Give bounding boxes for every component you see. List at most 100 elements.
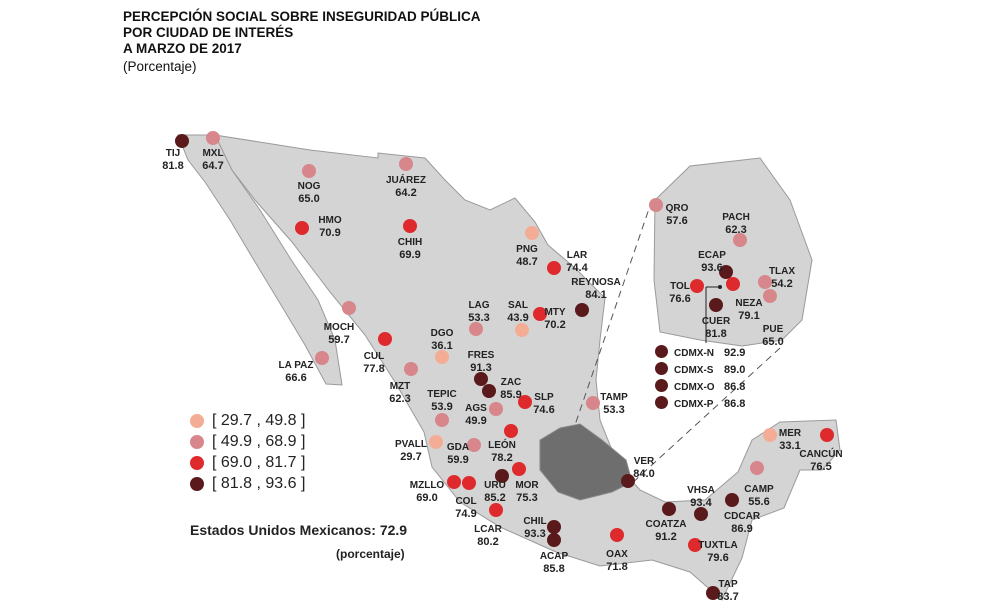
- city-value: 49.9: [465, 415, 487, 427]
- city-value: 33.1: [779, 440, 801, 452]
- city-name: CAMP: [744, 484, 774, 495]
- city-label: LAG 53.3: [468, 300, 489, 325]
- city-value: 64.7: [202, 160, 224, 172]
- map-subtitle: (Porcentaje): [123, 59, 197, 74]
- city-value: 75.3: [516, 492, 538, 504]
- city-name: NOG: [297, 181, 321, 192]
- city-name: MZLLO: [409, 480, 445, 491]
- city-label: AGS 49.9: [465, 403, 487, 428]
- city-value: 59.9: [447, 454, 469, 466]
- city-label: TLAX 54.2: [769, 266, 795, 291]
- national-value: Estados Unidos Mexicanos: 72.9: [190, 522, 408, 538]
- map-title: PERCEPCIÓN SOCIAL SOBRE INSEGURIDAD PÚBL…: [123, 9, 481, 57]
- city-label: COATZA 91.2: [646, 519, 687, 544]
- city-label: COL 74.9: [455, 496, 476, 521]
- city-marker: [512, 462, 526, 476]
- city-name: AGS: [465, 403, 487, 414]
- city-value: 80.2: [477, 536, 499, 548]
- city-marker: [763, 428, 777, 442]
- city-label: REYNOSA 84.1: [571, 277, 620, 302]
- legend-item: [ 81.8 , 93.6 ]: [190, 473, 305, 494]
- city-name: CDMX-O: [674, 382, 715, 393]
- city-label: CHIL 93.3: [523, 516, 546, 541]
- city-marker: [586, 396, 600, 410]
- city-value: 29.7: [400, 451, 422, 463]
- city-value: 85.9: [500, 389, 522, 401]
- city-value: 77.8: [363, 363, 385, 375]
- city-marker: [655, 362, 668, 376]
- city-label: MOCH 59.7: [324, 322, 355, 347]
- city-name: PACH: [722, 212, 750, 223]
- city-marker: [688, 538, 702, 552]
- city-marker: [489, 402, 503, 416]
- city-marker: [750, 461, 764, 475]
- city-label: LA PAZ 66.6: [279, 360, 314, 385]
- title-line: A MARZO DE 2017: [123, 41, 242, 56]
- city-value: 71.8: [606, 561, 628, 573]
- city-value: 85.8: [543, 563, 565, 575]
- city-marker: [525, 226, 539, 240]
- city-value: 53.9: [431, 401, 453, 413]
- city-label: NOG 65.0: [298, 181, 321, 206]
- city-name: JUÁREZ: [385, 175, 427, 186]
- city-value: 74.9: [455, 508, 477, 520]
- legend-label: [ 81.8 , 93.6 ]: [212, 474, 306, 492]
- city-name: SAL: [507, 300, 528, 311]
- city-value: 74.4: [566, 262, 588, 274]
- city-marker: [575, 303, 589, 317]
- city-label: DGO 36.1: [431, 328, 454, 353]
- inset-connector: [629, 347, 781, 486]
- city-name: GDA: [446, 442, 470, 453]
- city-name: URU: [484, 480, 506, 491]
- city-name: FRES: [467, 350, 495, 361]
- city-value: 93.4: [690, 497, 712, 509]
- city-marker: [435, 350, 449, 364]
- city-name: PUE: [762, 324, 784, 335]
- mainland-land: [214, 134, 841, 601]
- city-marker: [655, 396, 668, 410]
- city-marker: [621, 474, 635, 488]
- city-name: QRO: [665, 203, 689, 214]
- city-name: MER: [778, 428, 802, 439]
- city-marker: [547, 261, 561, 275]
- city-value: 86.9: [731, 523, 753, 535]
- city-value: 81.8: [705, 328, 727, 340]
- city-label: CAMP 55.6: [744, 484, 773, 509]
- inset-central-region: [653, 157, 813, 347]
- city-marker: [726, 277, 740, 291]
- baja-california-land: [177, 134, 343, 386]
- city-marker: [518, 395, 532, 409]
- city-value: 48.7: [516, 256, 538, 268]
- city-label: TUXTLA 79.6: [698, 540, 737, 565]
- city-value: 66.6: [285, 372, 307, 384]
- city-label: PNG 48.7: [516, 244, 538, 269]
- legend-label: [ 29.7 , 49.8 ]: [212, 411, 306, 429]
- city-name: CDCAR: [723, 511, 761, 522]
- city-marker: [709, 298, 723, 312]
- legend-item: [ 69.0 , 81.7 ]: [190, 452, 305, 473]
- city-marker: [758, 275, 772, 289]
- city-value: 93.3: [524, 528, 546, 540]
- national-unit: (porcentaje): [336, 547, 405, 561]
- city-name: VHSA: [687, 485, 715, 496]
- city-label: HMO 70.9: [318, 215, 341, 240]
- city-value: 65.0: [298, 193, 320, 205]
- city-label: CUL 77.8: [363, 351, 384, 376]
- city-marker: [515, 323, 529, 337]
- city-label: SLP 74.6: [533, 392, 554, 417]
- city-marker: [649, 198, 663, 212]
- city-marker: [462, 476, 476, 490]
- city-marker: [662, 502, 676, 516]
- city-name: TAP: [718, 579, 738, 590]
- city-label: ECAP 93.6: [698, 250, 726, 275]
- city-marker: [820, 428, 834, 442]
- city-marker: [725, 493, 739, 507]
- city-label: TIJ 81.8: [162, 148, 183, 173]
- city-value: 89.0: [724, 364, 746, 376]
- city-value: 43.9: [507, 312, 529, 324]
- city-name: HMO: [318, 215, 342, 226]
- city-name: CDMX-P: [674, 399, 714, 410]
- city-marker: [404, 362, 418, 376]
- city-value: 62.3: [389, 393, 411, 405]
- city-marker: [489, 503, 503, 517]
